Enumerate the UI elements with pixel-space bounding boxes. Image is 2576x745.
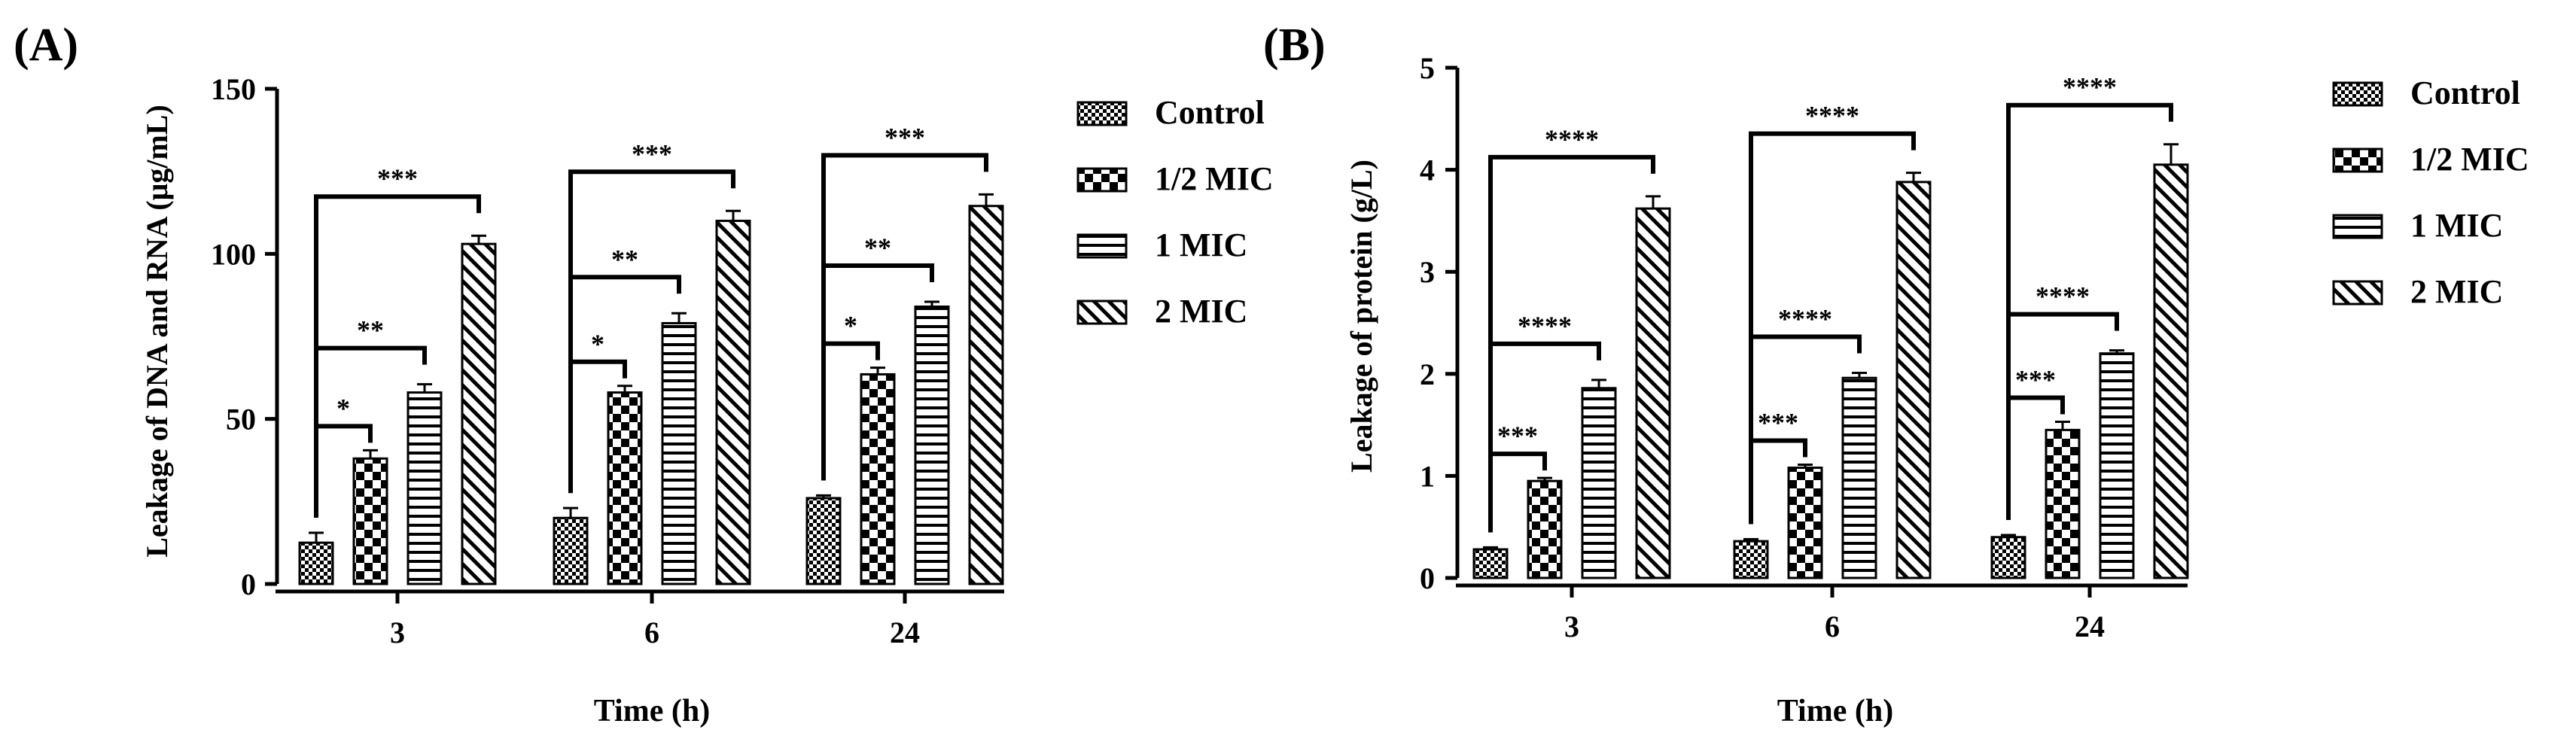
panel-a-significance-label: ** [611, 244, 638, 274]
panel-a-label: (A) [14, 20, 78, 71]
panel-a-significance-label: * [844, 311, 857, 341]
panel-b-bar-1-2-mic [1787, 467, 1823, 579]
panel-a-y-tick-label: 100 [211, 237, 256, 271]
panel-a-bar-2-mic [715, 219, 751, 585]
panel-a-y-tick-label: 150 [211, 72, 256, 106]
panel-a-y-tick-label: 50 [226, 403, 256, 436]
panel-b-significance-label: **** [2063, 72, 2117, 102]
panel-b-significance-bracket [2006, 102, 2173, 521]
panel-a-bar-1-2-mic [860, 372, 896, 585]
panel-b-bar-control [1733, 540, 1769, 579]
panel-b-bar-2-mic [1895, 181, 1932, 579]
panel-a-bar-1-2-mic [352, 457, 388, 585]
panel-b-y-tick-label: 2 [1420, 357, 1435, 391]
panel-b-significance-label: **** [1778, 303, 1832, 333]
panel-a-bar-control [805, 497, 842, 585]
panel-b-legend-label: 1 MIC [2410, 207, 2503, 244]
panel-a-significance-bracket [314, 194, 481, 518]
panel-a-significance-label: * [591, 329, 604, 359]
panel-b-significance-label: **** [2036, 281, 2090, 312]
panel-b-x-tick-label: 24 [2075, 610, 2105, 643]
panel-b-legend-swatch-2-mic [2332, 280, 2383, 306]
panel-a-legend-swatch-1-mic [1076, 233, 1128, 259]
panel-a-legend-swatch-1-2-mic [1076, 167, 1128, 193]
panel-b-significance-label: *** [2015, 365, 2056, 395]
panel-a-significance-bracket [568, 169, 735, 494]
panel-b-bar-control [1990, 536, 2026, 579]
panel-b-bar-1-2-mic [1527, 479, 1563, 579]
panel-a-bar-1-mic [661, 321, 697, 585]
panel-b-significance-label: *** [1758, 407, 1798, 437]
panel-a-x-tick-label: 3 [390, 616, 405, 649]
panel-b-bar-1-mic [1841, 376, 1877, 579]
panel-b-y-tick-label: 0 [1420, 561, 1435, 595]
panel-a-significance-bracket [821, 153, 988, 481]
panel-a-bar-2-mic [461, 242, 497, 585]
panel-a-legend: Control 1/2 MIC 1 MIC 2 MIC [1076, 94, 1274, 330]
panel-a-bar-control [298, 541, 334, 585]
panel-b-significance-label: **** [1518, 311, 1572, 341]
panel-a-y-tick-label: 0 [241, 567, 256, 601]
panel-b-x-tick-label: 3 [1564, 610, 1579, 643]
panel-a-significance-label: *** [885, 122, 925, 152]
panel-a-significance-label: * [336, 393, 350, 423]
panel-b-bar-2-mic [2153, 163, 2189, 579]
panel-a-y-axis-title: Leakage of DNA and RNA (μg/mL) [140, 105, 174, 558]
panel-b-significance-label: **** [1545, 124, 1599, 154]
panel-b-legend-label: 2 MIC [2410, 273, 2503, 310]
panel-b-bar-2-mic [1635, 207, 1671, 579]
panel-a-significance-label: *** [632, 138, 672, 169]
panel-b-legend: Control 1/2 MIC 1 MIC 2 MIC [2332, 74, 2529, 310]
panel-a-bar-1-mic [914, 306, 950, 585]
panel-a-x-tick-label: 6 [644, 616, 659, 649]
panel-b-y-tick-label: 1 [1420, 459, 1435, 493]
panel-b-bar-1-mic [1581, 387, 1617, 579]
panel-a-x-axis-title: Time (h) [594, 694, 710, 728]
panel-a-chart: (A) Leakage of DNA and RNA (μg/mL) Time … [14, 20, 1274, 728]
panel-a-legend-label: 1/2 MIC [1155, 160, 1274, 197]
panel-a-bar-control [553, 516, 589, 585]
panel-a-bar-1-mic [406, 391, 443, 585]
panel-b-label: (B) [1263, 20, 1326, 71]
panel-b-y-tick-label: 4 [1420, 154, 1435, 187]
panel-b-significance-label: *** [1497, 421, 1538, 451]
panel-a-significance-label: ** [357, 315, 384, 345]
panel-b-y-axis-title: Leakage of protein (g/L) [1344, 160, 1378, 473]
panel-b-legend-swatch-control [2332, 81, 2383, 107]
panel-a-significance-label: *** [377, 163, 418, 193]
panel-b-legend-swatch-1-2-mic [2332, 147, 2383, 173]
panel-a-bar-2-mic [968, 205, 1004, 585]
panel-b-legend-label: 1/2 MIC [2410, 141, 2529, 178]
panel-b-significance-label: **** [1805, 101, 1859, 131]
panel-a-legend-label: Control [1155, 94, 1265, 131]
panel-b-y-tick-label: 5 [1420, 51, 1435, 85]
panel-a-legend-swatch-control [1076, 101, 1128, 126]
panel-b-bar-1-mic [2099, 352, 2135, 579]
panel-b-x-tick-label: 6 [1825, 610, 1840, 643]
panel-b-bar-1-2-mic [2045, 428, 2081, 579]
panel-b-y-tick-label: 3 [1420, 255, 1435, 289]
panel-b-chart: (B) Leakage of protein (g/L) Time (h) 0 1… [1263, 20, 2529, 728]
panel-a-legend-label: 2 MIC [1155, 293, 1247, 330]
panel-b-significance-bracket [1749, 131, 1916, 525]
panel-b-legend-swatch-1-mic [2332, 214, 2383, 239]
panel-b-legend-label: Control [2410, 74, 2520, 111]
panel-a-bar-1-2-mic [607, 391, 643, 585]
panel-b-significance-bracket [1488, 154, 1655, 533]
panel-a-legend-label: 1 MIC [1155, 227, 1247, 263]
panel-a-x-tick-label: 24 [890, 616, 920, 649]
panel-a-significance-label: ** [864, 233, 891, 263]
panel-b-x-axis-title: Time (h) [1777, 694, 1893, 728]
panel-a-legend-swatch-2-mic [1076, 300, 1128, 325]
panel-b-bar-control [1472, 548, 1509, 579]
